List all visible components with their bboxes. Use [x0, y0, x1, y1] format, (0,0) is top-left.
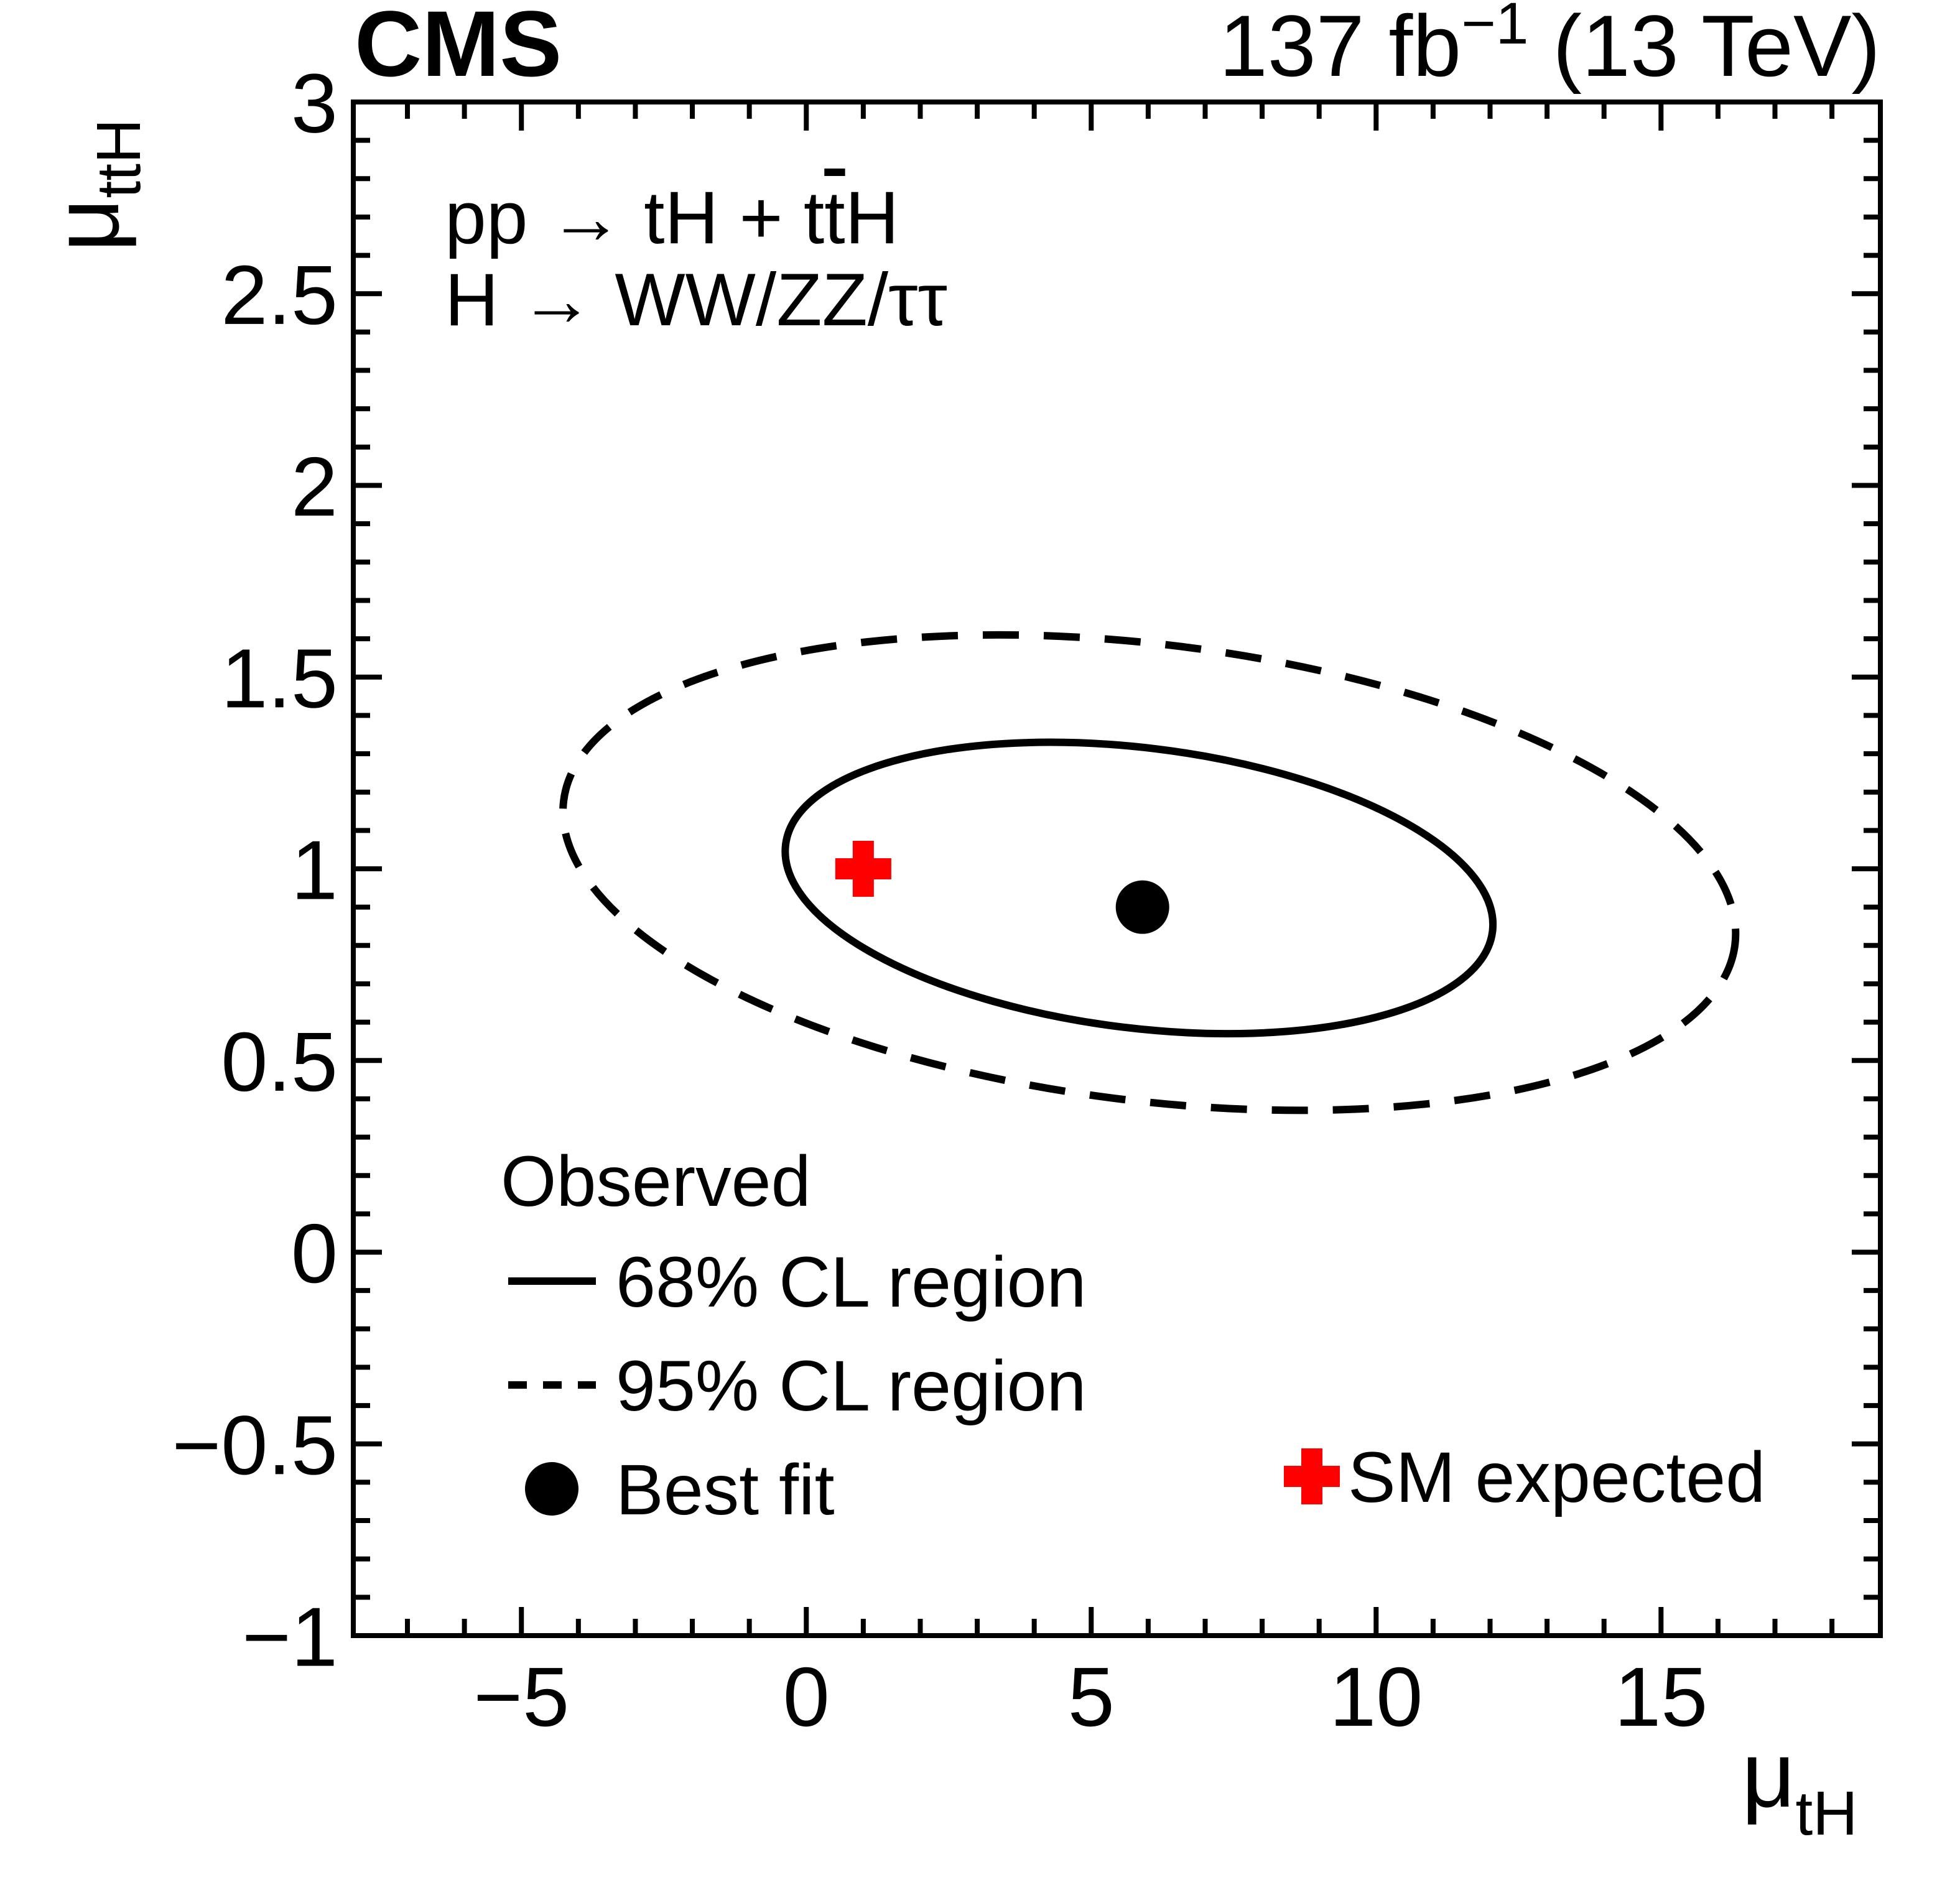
x-tick-label: 15 — [1614, 1650, 1707, 1744]
legend-label-95cl: 95% CL region — [616, 1346, 1086, 1426]
process-annotation-line2: H → WW/ZZ/ττ — [445, 258, 947, 341]
y-tick-label: −0.5 — [172, 1398, 338, 1492]
x-tick-label: −5 — [473, 1650, 569, 1744]
y-axis-title-mu: μ — [34, 198, 138, 252]
y-tick-label: 2 — [291, 440, 338, 534]
cms-label: CMS — [355, 0, 562, 96]
cl-contours — [559, 631, 1740, 1114]
legend-header-observed: Observed — [501, 1142, 811, 1221]
x-axis-title-sub: tH — [1795, 1779, 1857, 1848]
sm-expected-cross-marker — [835, 841, 891, 897]
process-line1-post: H — [845, 176, 899, 259]
x-axis-title: μtH — [1742, 1722, 1857, 1848]
lumi-label: 137 fb−1 (13 TeV) — [1219, 0, 1880, 95]
contour-68cl-ellipse — [781, 738, 1497, 1038]
legend-label-sm-expected: SM expected — [1348, 1438, 1765, 1517]
legend-sample-bestfit-dot — [525, 1462, 578, 1516]
x-tick-label: 10 — [1329, 1650, 1423, 1744]
lumi-superscript: −1 — [1461, 0, 1528, 57]
axis-tick-labels: −5 0 5 10 15 −1 −0.5 0 0.5 1 1.5 2 2.5 3 — [172, 57, 1707, 1744]
legend-sample-sm-cross — [1284, 1448, 1340, 1504]
lumi-energy: (13 TeV) — [1529, 0, 1880, 95]
y-axis-title: μttH — [34, 119, 154, 252]
best-fit-dot-marker — [1115, 880, 1169, 934]
y-tick-label: 1.5 — [221, 631, 338, 725]
x-axis-title-mu: μ — [1742, 1722, 1795, 1827]
axis-ticks — [353, 100, 1880, 1638]
legend-samples — [508, 1277, 1340, 1516]
legend-label-bestfit: Best fit — [616, 1450, 835, 1530]
y-tick-label: 0.5 — [221, 1015, 338, 1109]
legend-label-68cl: 68% CL region — [616, 1243, 1086, 1322]
plot-markers — [835, 841, 1169, 934]
lumi-main: 137 fb — [1219, 0, 1461, 95]
y-tick-label: 3 — [291, 57, 338, 150]
process-line1-tbar: t — [824, 176, 845, 259]
y-tick-label: 1 — [291, 823, 338, 917]
y-axis-title-sub: ttH — [84, 119, 154, 198]
process-annotation-line1: pp → tH + ttH — [445, 176, 899, 259]
y-tick-label: −1 — [242, 1590, 338, 1684]
y-tick-label: 0 — [291, 1206, 338, 1300]
process-line1-pre: pp → tH + t — [445, 176, 824, 259]
x-tick-label: 5 — [1068, 1650, 1115, 1744]
x-tick-label: 0 — [783, 1650, 830, 1744]
contour-95cl-ellipse — [559, 631, 1740, 1114]
y-tick-label: 2.5 — [221, 248, 338, 342]
